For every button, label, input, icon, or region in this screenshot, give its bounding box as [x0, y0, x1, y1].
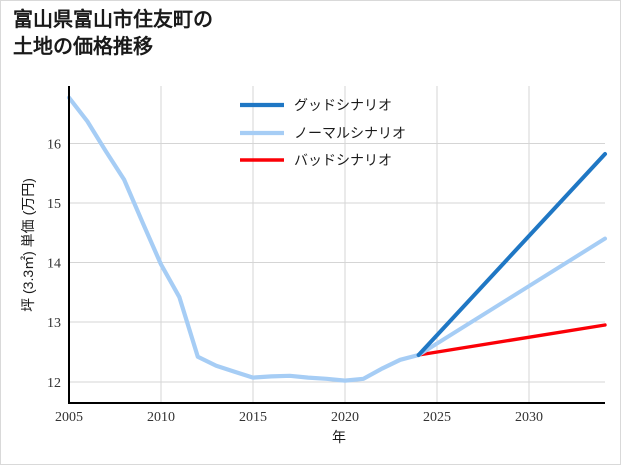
y-tick-12: 12 [47, 376, 61, 391]
legend-label-normal: ノーマルシナリオ [294, 127, 406, 142]
y-tick-15: 15 [47, 197, 61, 212]
y-axis-tick-labels: 12 13 14 15 16 [47, 138, 61, 392]
series-bad-scenario [416, 323, 607, 357]
x-tick-2015: 2015 [239, 410, 267, 425]
x-tick-2005: 2005 [55, 410, 83, 425]
page-title: 富山県富山市住友町の 土地の価格推移 [13, 9, 213, 58]
y-axis-title: 坪 (3.3㎡) 単価 (万円) [20, 178, 36, 312]
x-axis-tick-labels: 2005 2010 2015 2020 2025 2030 [55, 410, 543, 425]
x-tick-2030: 2030 [515, 410, 543, 425]
legend-label-bad: バッドシナリオ [294, 154, 392, 169]
series-historical [66, 95, 421, 383]
y-tick-16: 16 [47, 138, 61, 153]
chart-legend: グッドシナリオ ノーマルシナリオ バッドシナリオ [240, 98, 406, 169]
legend-item-good[interactable]: グッドシナリオ [240, 98, 392, 114]
vertical-gridlines [160, 86, 530, 403]
horizontal-gridlines [69, 143, 605, 383]
legend-item-bad[interactable]: バッドシナリオ [240, 154, 392, 169]
x-axis-title: 年 [332, 429, 346, 445]
series-good-scenario [416, 152, 607, 357]
legend-label-good: グッドシナリオ [294, 98, 392, 114]
y-tick-13: 13 [47, 316, 61, 331]
legend-item-normal[interactable]: ノーマルシナリオ [240, 127, 406, 142]
x-tick-2010: 2010 [147, 410, 175, 425]
x-tick-2025: 2025 [423, 410, 451, 425]
y-tick-14: 14 [47, 257, 61, 272]
series-normal-scenario [416, 236, 607, 357]
x-tick-2020: 2020 [331, 410, 359, 425]
